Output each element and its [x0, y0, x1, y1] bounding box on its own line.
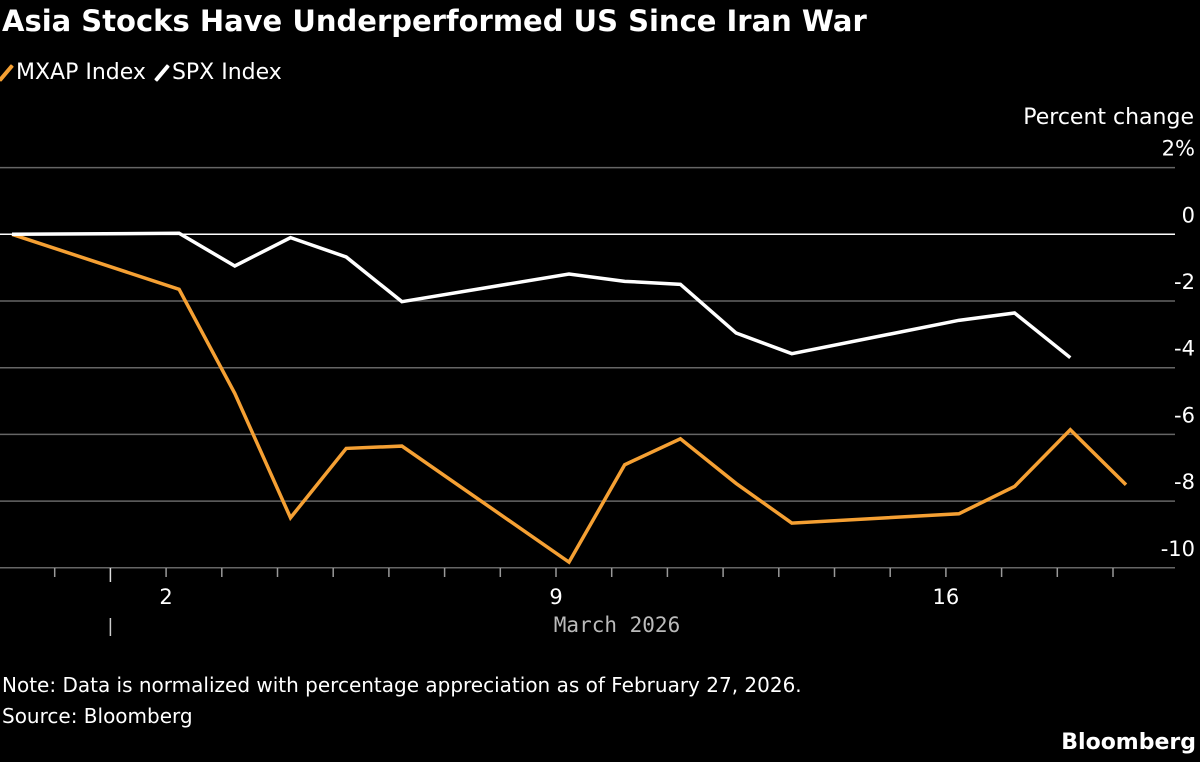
- source-text: Source: Bloomberg: [2, 704, 193, 728]
- footnote: Note: Data is normalized with percentage…: [2, 670, 802, 732]
- x-tick-label: 2: [159, 585, 172, 609]
- legend-label-spx: SPX Index: [171, 60, 282, 85]
- legend-item-spx: SPX Index: [153, 60, 282, 85]
- x-tick-label: 16: [933, 585, 960, 609]
- y-tick-label: 2%: [1162, 137, 1195, 161]
- y-tick-label: -8: [1174, 470, 1195, 494]
- x-tick-label: 9: [549, 585, 562, 609]
- legend-item-mxap: MXAP Index: [0, 60, 146, 85]
- note-text: Note: Data is normalized with percentage…: [2, 673, 802, 697]
- legend: MXAP Index SPX Index: [0, 60, 282, 85]
- legend-label-mxap: MXAP Index: [16, 60, 146, 85]
- chart-title: Asia Stocks Have Underperformed US Since…: [2, 4, 867, 38]
- y-tick-label: -2: [1174, 270, 1195, 294]
- y-tick-label: -6: [1174, 403, 1195, 427]
- series-line-spx: [11, 231, 1072, 360]
- y-tick-label: -4: [1174, 337, 1195, 361]
- y-axis-title: Percent change: [1023, 105, 1194, 130]
- x-axis-month-label: March 2026: [554, 613, 680, 637]
- series-line-mxap: [11, 232, 1128, 565]
- y-tick-label: -10: [1161, 537, 1195, 561]
- bloomberg-logo: Bloomberg: [1061, 730, 1196, 755]
- line-chart: 2% 0 -2 -4 -6 -8 -10 2 9 16 March 2026: [0, 137, 1195, 637]
- y-tick-label: 0: [1182, 203, 1195, 227]
